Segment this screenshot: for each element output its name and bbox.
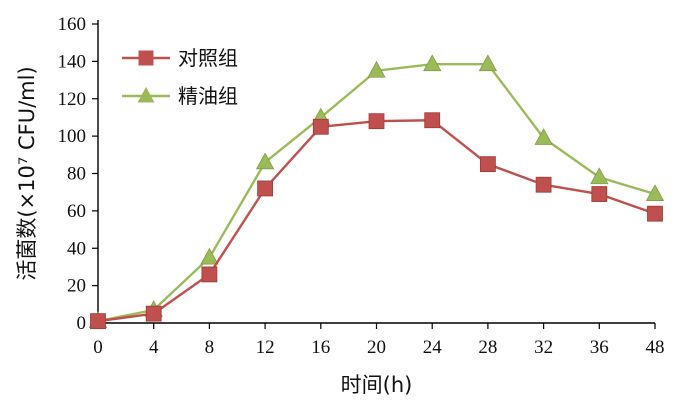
y-tick-label: 140: [58, 51, 87, 72]
x-axis-title: 时间(h): [341, 373, 413, 397]
data-point-square: [312, 118, 329, 135]
y-tick-label: 160: [58, 14, 87, 35]
y-tick-label: 80: [67, 164, 86, 185]
x-tick-label: 36: [590, 337, 609, 358]
data-point-square: [368, 113, 385, 130]
x-tick-label: 24: [423, 337, 443, 358]
data-point-square: [591, 186, 608, 202]
x-tick-label: 12: [256, 337, 275, 358]
data-point-square: [145, 305, 162, 322]
y-axis: 0 20 40 60 80 100 120 140 160: [58, 14, 99, 334]
data-point-square: [647, 205, 663, 222]
series-line: [97, 119, 656, 323]
data-point-square: [535, 176, 552, 193]
legend-item: 对照组: [122, 46, 238, 70]
legend-item: 精油组: [122, 84, 238, 108]
x-tick-label: 8: [205, 337, 215, 358]
y-tick-label: 100: [58, 126, 87, 147]
data-point-triangle: [423, 54, 442, 72]
y-axis-title: 活菌数(×10⁷ CFU/ml): [15, 66, 39, 280]
x-axis: 0 4 8 12 16 20 24 28 32 36 48: [93, 322, 665, 358]
data-point-triangle: [255, 152, 275, 170]
legend-label: 对照组: [178, 46, 238, 70]
y-tick-label: 40: [67, 238, 86, 259]
data-point-triangle: [645, 184, 665, 201]
data-point-triangle: [590, 167, 609, 185]
series-layer: [88, 54, 665, 330]
x-tick-label: 0: [93, 337, 103, 358]
legend-marker-square: [138, 50, 154, 66]
y-tick-label: 0: [77, 313, 87, 334]
data-point-square: [479, 156, 496, 173]
data-point-triangle: [200, 247, 219, 265]
data-point-triangle: [534, 128, 553, 145]
x-tick-label: 20: [367, 337, 386, 358]
data-point-triangle: [367, 60, 386, 78]
x-tick-label: 48: [646, 337, 665, 358]
x-tick-label: 16: [311, 337, 330, 358]
y-tick-label: 60: [67, 201, 86, 222]
series-control: [90, 112, 663, 330]
y-tick-label: 20: [67, 276, 86, 297]
data-point-square: [201, 266, 218, 283]
x-tick-label: 4: [149, 337, 159, 358]
data-point-triangle: [478, 54, 498, 72]
x-tick-label: 32: [534, 337, 553, 358]
x-tick-label: 28: [478, 337, 497, 358]
legend-label: 精油组: [178, 84, 238, 108]
legend-marker-triangle: [137, 87, 155, 103]
data-point-square: [90, 313, 106, 330]
y-tick-label: 120: [58, 89, 87, 110]
data-point-square: [424, 112, 441, 129]
data-point-square: [257, 180, 274, 197]
